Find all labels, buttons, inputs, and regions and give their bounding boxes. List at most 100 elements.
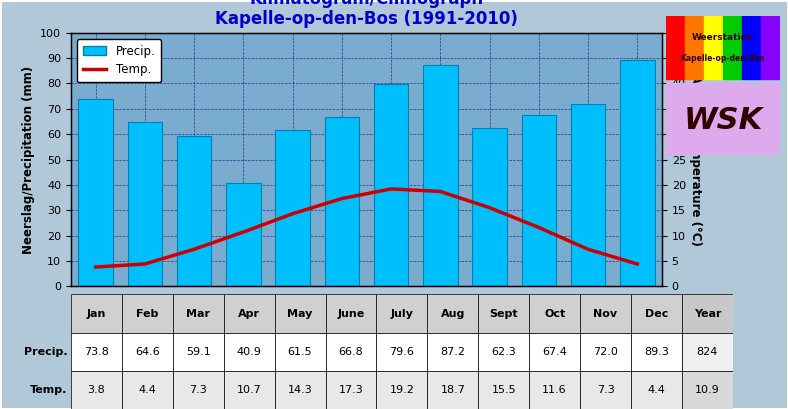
Bar (631, 333, 682, 371)
Text: 67.4: 67.4 (542, 347, 567, 357)
Text: 824: 824 (697, 347, 718, 357)
Text: 10.9: 10.9 (695, 385, 719, 395)
Bar (224, 371, 274, 409)
Bar (427, 294, 478, 333)
Bar (530, 294, 580, 333)
Bar (274, 371, 325, 409)
Text: May: May (288, 308, 313, 319)
Text: 66.8: 66.8 (339, 347, 363, 357)
Bar (374, 84, 408, 286)
Text: 7.3: 7.3 (189, 385, 207, 395)
Bar (631, 371, 682, 409)
Text: 14.3: 14.3 (288, 385, 312, 395)
Bar (423, 65, 458, 286)
Bar (71, 333, 122, 371)
Bar (682, 371, 733, 409)
Bar (226, 182, 261, 286)
Bar (682, 333, 733, 371)
Text: 10.7: 10.7 (236, 385, 262, 395)
Text: Aug: Aug (440, 308, 465, 319)
Text: 40.9: 40.9 (236, 347, 262, 357)
Text: 59.1: 59.1 (186, 347, 210, 357)
Bar (128, 122, 162, 286)
Bar (122, 333, 173, 371)
Bar (723, 16, 742, 79)
Text: Mar: Mar (186, 308, 210, 319)
Bar (325, 371, 377, 409)
Text: Apr: Apr (238, 308, 260, 319)
Bar (472, 128, 507, 286)
Bar (275, 130, 310, 286)
Bar (580, 371, 631, 409)
Text: Feb: Feb (136, 308, 158, 319)
Text: Weerstation: Weerstation (692, 33, 754, 42)
Text: Sept: Sept (489, 308, 518, 319)
Text: 15.5: 15.5 (492, 385, 516, 395)
Bar (631, 294, 682, 333)
Bar (377, 333, 427, 371)
Text: Temp.: Temp. (30, 385, 68, 395)
Bar (177, 137, 211, 286)
Bar (173, 333, 224, 371)
Bar (224, 333, 274, 371)
Bar (377, 371, 427, 409)
Bar (478, 333, 530, 371)
Bar (274, 333, 325, 371)
Text: 73.8: 73.8 (84, 347, 109, 357)
Bar (478, 371, 530, 409)
Bar (427, 333, 478, 371)
Bar (325, 117, 359, 286)
Bar (580, 294, 631, 333)
Y-axis label: Average temperature (°C): Average temperature (°C) (690, 74, 702, 245)
Text: 89.3: 89.3 (644, 347, 669, 357)
Text: 19.2: 19.2 (389, 385, 414, 395)
Text: 17.3: 17.3 (339, 385, 363, 395)
Bar (704, 16, 723, 79)
Text: Year: Year (693, 308, 721, 319)
Text: WSK: WSK (683, 106, 763, 135)
Bar (685, 16, 704, 79)
Title: Klimatogram/Climograph
Kapelle-op-den-Bos (1991-2010): Klimatogram/Climograph Kapelle-op-den-Bo… (215, 0, 518, 28)
Text: Nov: Nov (593, 308, 618, 319)
Text: 4.4: 4.4 (139, 385, 156, 395)
Text: 3.8: 3.8 (87, 385, 106, 395)
Y-axis label: Neerslag/Precipitation (mm): Neerslag/Precipitation (mm) (21, 65, 35, 254)
Bar (122, 371, 173, 409)
Bar (224, 294, 274, 333)
Bar (742, 16, 761, 79)
Text: Kapelle-op-den-Bos: Kapelle-op-den-Bos (681, 54, 765, 63)
Bar (377, 294, 427, 333)
Bar (580, 333, 631, 371)
Text: 72.0: 72.0 (593, 347, 618, 357)
Bar (325, 294, 377, 333)
Bar (122, 294, 173, 333)
Bar (427, 371, 478, 409)
Text: 11.6: 11.6 (542, 385, 567, 395)
Bar (666, 83, 780, 155)
Bar (173, 294, 224, 333)
Bar (71, 294, 122, 333)
Text: Oct: Oct (544, 308, 565, 319)
Text: Dec: Dec (645, 308, 668, 319)
Bar (78, 99, 113, 286)
Text: 87.2: 87.2 (440, 347, 465, 357)
Bar (522, 115, 556, 286)
Bar (173, 371, 224, 409)
Text: Jan: Jan (87, 308, 106, 319)
Legend: Precip., Temp.: Precip., Temp. (76, 38, 162, 82)
Text: 61.5: 61.5 (288, 347, 312, 357)
Text: Precip.: Precip. (24, 347, 68, 357)
Text: 4.4: 4.4 (648, 385, 665, 395)
Text: 79.6: 79.6 (389, 347, 414, 357)
Text: 64.6: 64.6 (135, 347, 160, 357)
Text: 7.3: 7.3 (597, 385, 615, 395)
Bar (274, 294, 325, 333)
Text: July: July (390, 308, 414, 319)
Text: June: June (337, 308, 365, 319)
Bar (478, 294, 530, 333)
Bar (530, 371, 580, 409)
Bar (761, 16, 780, 79)
Bar (620, 60, 655, 286)
Bar (682, 294, 733, 333)
Bar (666, 16, 685, 79)
